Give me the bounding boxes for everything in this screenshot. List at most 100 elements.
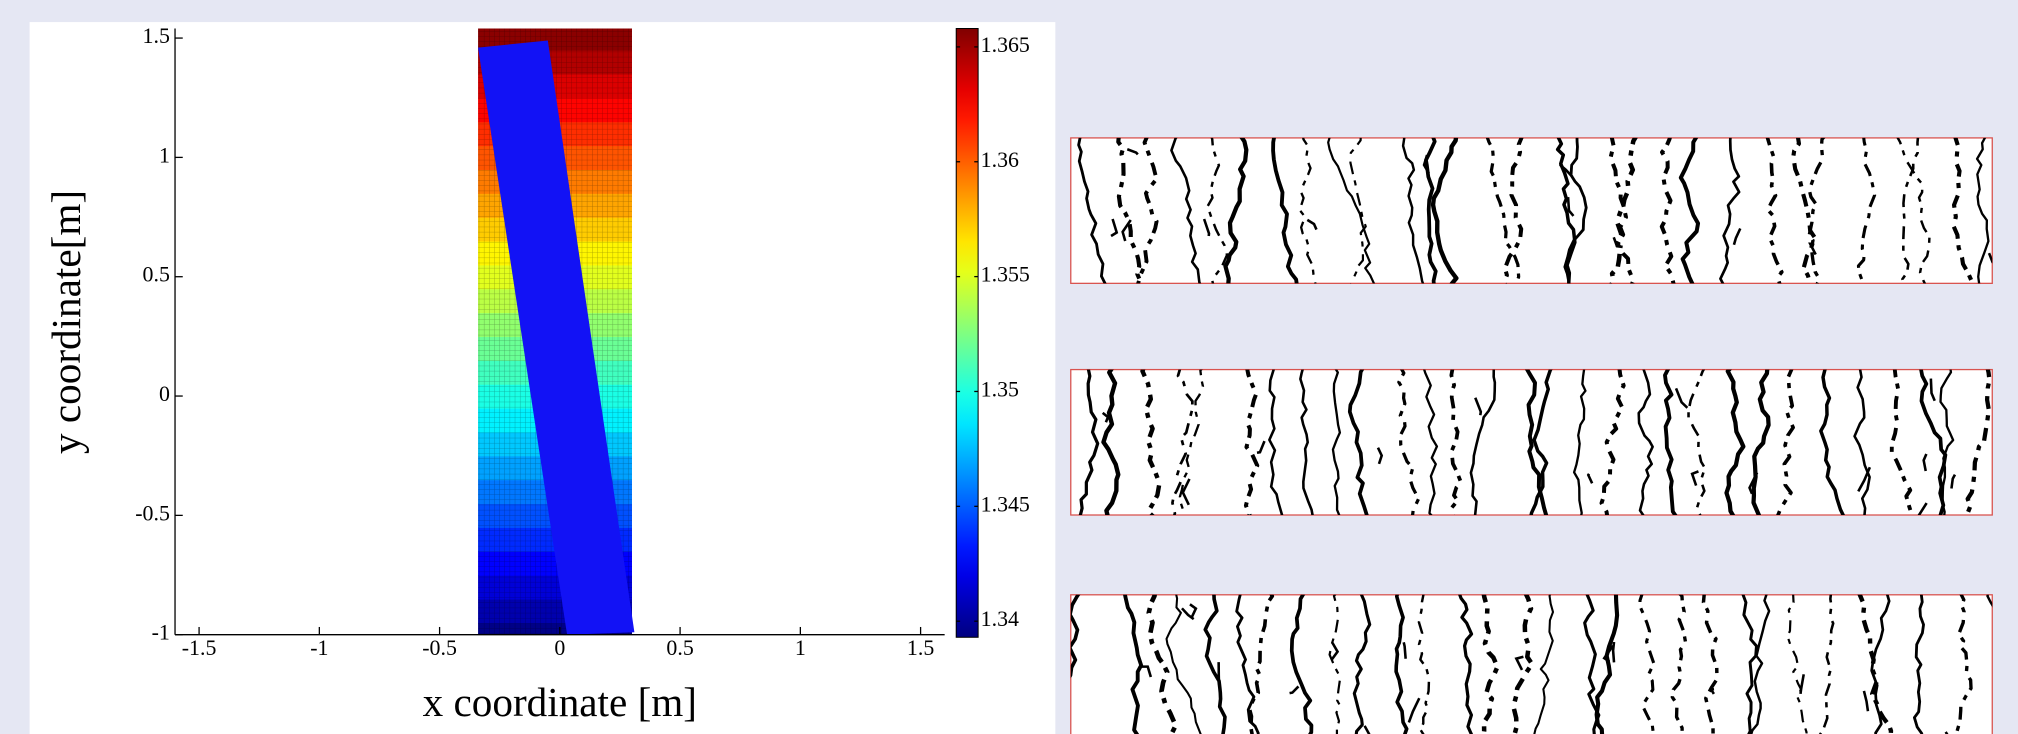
crack-line (1401, 137, 1425, 284)
crack-line (1791, 137, 1817, 284)
colorbar-tick-label: 1.355 (981, 263, 1030, 287)
crack-line (1857, 594, 1894, 734)
crack-branch (1922, 453, 1928, 472)
colorbar-tick-label: 1.35 (981, 377, 1019, 401)
crack-line (1939, 369, 1955, 516)
crack-line (1687, 369, 1707, 516)
axes: -1.5 -1 -0.5 0 0.5 1 1.5 -1 -0.5 0 0.5 1 1.5 1.34 1.34… (135, 24, 1030, 660)
crack-branch (1674, 387, 1689, 409)
crack-line (1856, 137, 1877, 284)
crack-line (1140, 369, 1162, 516)
crack-line (1912, 594, 1925, 734)
crack-line (1786, 594, 1808, 734)
crack-line (1430, 137, 1459, 284)
crack-line (1136, 137, 1159, 284)
crack-line (1870, 594, 1891, 734)
x-tick-label: -0.5 (422, 636, 457, 660)
crack-line (1533, 594, 1555, 734)
y-tick-label: 0 (159, 382, 170, 406)
crack-line (1481, 594, 1500, 734)
crack-line (1750, 594, 1771, 734)
crack-branch (1929, 378, 1936, 402)
x-tick-label: 0.5 (666, 636, 693, 660)
x-tick-label: 1 (795, 636, 806, 660)
crack-line (1608, 137, 1636, 284)
crack-line (1101, 369, 1121, 516)
overlay-beam (478, 40, 635, 635)
crack-branch (1289, 685, 1300, 695)
crack-line (1171, 369, 1194, 516)
crack-line (1243, 369, 1260, 516)
crack-line (1327, 137, 1376, 284)
crack-line (1146, 594, 1178, 734)
colorbar-tick-label: 1.36 (981, 148, 1019, 172)
y-tick-label: 1 (159, 143, 170, 167)
crack-line (1268, 369, 1284, 516)
crack-branch (1202, 218, 1211, 237)
crack-image (1070, 594, 1993, 734)
crack-branch (1121, 219, 1132, 242)
crack-branch (1402, 642, 1407, 659)
crack-branch (1612, 236, 1623, 249)
crack-line (1663, 369, 1678, 516)
crack-branch (1126, 148, 1139, 156)
x-tick-label: 0 (554, 636, 565, 660)
crack-line (1394, 594, 1409, 734)
crack-line (1609, 137, 1638, 284)
crack-line (1751, 369, 1771, 516)
crack-line (1223, 137, 1249, 284)
x-tick-label: -1 (310, 636, 328, 660)
crack-line (1637, 369, 1654, 516)
crack-image (1070, 137, 1993, 284)
crack-line (1206, 137, 1229, 284)
colorbar-tick-label: 1.34 (981, 607, 1019, 631)
crack-line (1765, 137, 1784, 284)
crack-line (1271, 137, 1299, 284)
crack-line (1719, 137, 1741, 284)
crack-branch (1690, 470, 1699, 486)
crack-branch (1748, 471, 1759, 495)
crack-line (1563, 137, 1588, 284)
crack-line (1170, 137, 1202, 284)
crack-branch (1181, 607, 1195, 621)
y-tick-label: -1 (152, 621, 170, 645)
crack-line (1116, 137, 1143, 284)
crack-branch (1407, 697, 1421, 723)
crack-branch (1857, 466, 1872, 492)
crack-line (1502, 137, 1524, 284)
x-axis-label: x coordinate [m] (423, 679, 697, 725)
crack-branch (1363, 725, 1371, 734)
crack-branch (1732, 227, 1742, 246)
crack-line (1298, 137, 1317, 284)
crack-lines (1077, 137, 1993, 284)
crack-line (1599, 369, 1626, 516)
plot-area (478, 28, 635, 635)
y-tick-label: 1.5 (143, 24, 170, 48)
crack-images (1070, 137, 1993, 734)
crack-line (1670, 594, 1688, 734)
crack-branch (1808, 242, 1817, 256)
crack-branch (1586, 473, 1594, 484)
crack-line (1397, 369, 1421, 516)
crack-line (1469, 369, 1497, 516)
crack-line (1724, 369, 1746, 516)
crack-branch (1330, 641, 1340, 661)
crack-line (1701, 594, 1719, 734)
crack-line (1347, 369, 1369, 516)
crack-branch (1376, 447, 1384, 465)
colorbar (955, 28, 979, 638)
crack-line (1919, 369, 1948, 516)
x-tick-label: -1.5 (182, 636, 217, 660)
crack-branch (1306, 218, 1318, 231)
crack-line (1954, 594, 1973, 734)
crack-branch (1611, 641, 1616, 663)
crack-lines (1070, 594, 1993, 734)
crack-line (1352, 594, 1372, 734)
crack-line (1659, 137, 1676, 284)
crack-branch (1140, 665, 1153, 678)
crack-line (1458, 594, 1474, 734)
crack-branch (1709, 687, 1715, 695)
crack-line (1349, 137, 1367, 284)
crack-branch (1950, 473, 1957, 489)
